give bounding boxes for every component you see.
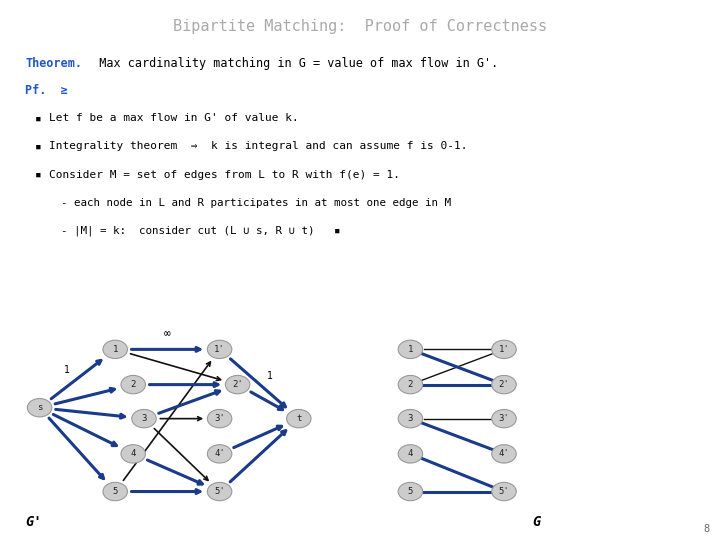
Circle shape bbox=[492, 445, 516, 463]
Text: G: G bbox=[533, 515, 541, 529]
Circle shape bbox=[398, 375, 423, 394]
Text: 1': 1' bbox=[499, 345, 509, 354]
Circle shape bbox=[492, 409, 516, 428]
Text: Consider M = set of edges from L to R with f(e) = 1.: Consider M = set of edges from L to R wi… bbox=[49, 170, 400, 180]
Circle shape bbox=[27, 399, 52, 417]
Circle shape bbox=[398, 409, 423, 428]
Circle shape bbox=[121, 445, 145, 463]
Circle shape bbox=[132, 409, 156, 428]
Text: - |M| = k:  consider cut (L ∪ s, R ∪ t)   ▪: - |M| = k: consider cut (L ∪ s, R ∪ t) ▪ bbox=[61, 226, 341, 236]
Circle shape bbox=[398, 445, 423, 463]
Text: t: t bbox=[296, 414, 302, 423]
Text: 2': 2' bbox=[233, 380, 243, 389]
Text: 2: 2 bbox=[408, 380, 413, 389]
Text: 4': 4' bbox=[499, 449, 509, 458]
Circle shape bbox=[492, 482, 516, 501]
Circle shape bbox=[398, 340, 423, 359]
Circle shape bbox=[207, 340, 232, 359]
Text: ▪: ▪ bbox=[35, 141, 41, 152]
Text: Max cardinality matching in G = value of max flow in G'.: Max cardinality matching in G = value of… bbox=[85, 57, 498, 70]
Text: 4: 4 bbox=[408, 449, 413, 458]
Text: ▪: ▪ bbox=[35, 113, 41, 124]
Text: 5': 5' bbox=[215, 487, 225, 496]
Text: Bipartite Matching:  Proof of Correctness: Bipartite Matching: Proof of Correctness bbox=[173, 19, 547, 34]
Circle shape bbox=[121, 375, 145, 394]
Text: 5: 5 bbox=[408, 487, 413, 496]
Circle shape bbox=[207, 445, 232, 463]
Circle shape bbox=[398, 482, 423, 501]
Text: - each node in L and R participates in at most one edge in M: - each node in L and R participates in a… bbox=[61, 198, 451, 208]
Text: 3: 3 bbox=[408, 414, 413, 423]
Text: Integrality theorem  ⇒  k is integral and can assume f is 0-1.: Integrality theorem ⇒ k is integral and … bbox=[49, 141, 467, 152]
Circle shape bbox=[207, 482, 232, 501]
Text: 5': 5' bbox=[499, 487, 509, 496]
Text: ∞: ∞ bbox=[164, 329, 171, 340]
Text: 3': 3' bbox=[499, 414, 509, 423]
Text: Let f be a max flow in G' of value k.: Let f be a max flow in G' of value k. bbox=[49, 113, 299, 124]
Circle shape bbox=[287, 409, 311, 428]
Text: 1: 1 bbox=[112, 345, 118, 354]
Text: ▪: ▪ bbox=[35, 170, 41, 180]
Text: 1: 1 bbox=[266, 371, 272, 381]
Text: 1': 1' bbox=[215, 345, 225, 354]
Text: 3: 3 bbox=[141, 414, 147, 423]
Text: 2': 2' bbox=[499, 380, 509, 389]
Circle shape bbox=[103, 340, 127, 359]
Circle shape bbox=[207, 409, 232, 428]
Circle shape bbox=[225, 375, 250, 394]
Text: 4: 4 bbox=[130, 449, 136, 458]
Circle shape bbox=[492, 375, 516, 394]
Text: s: s bbox=[37, 403, 42, 412]
Text: 5: 5 bbox=[112, 487, 118, 496]
Text: 1: 1 bbox=[64, 365, 71, 375]
Text: G': G' bbox=[25, 515, 42, 529]
Text: 1: 1 bbox=[408, 345, 413, 354]
Circle shape bbox=[492, 340, 516, 359]
Text: 3': 3' bbox=[215, 414, 225, 423]
Text: 8: 8 bbox=[703, 523, 709, 534]
Text: Theorem.: Theorem. bbox=[25, 57, 82, 70]
Text: Pf.  ≥: Pf. ≥ bbox=[25, 84, 68, 97]
Text: 4': 4' bbox=[215, 449, 225, 458]
Text: 2: 2 bbox=[130, 380, 136, 389]
Circle shape bbox=[103, 482, 127, 501]
